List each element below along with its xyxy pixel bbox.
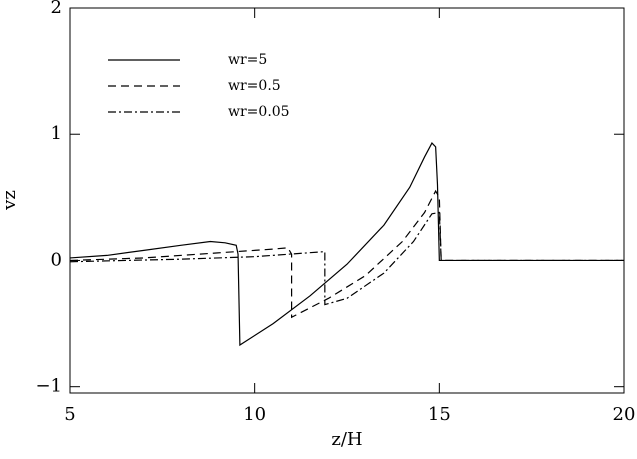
y-tick-label: 2 [51,0,62,18]
legend-label: wr=0.05 [228,104,290,120]
x-axis-label: z/H [331,429,362,450]
legend-label: wr=5 [228,52,267,68]
y-axis-label: vz [0,190,20,211]
y-tick-label: 0 [51,249,62,270]
data-line [69,211,624,306]
legend-label: wr=0.5 [228,78,281,94]
y-tick-label: 1 [51,123,62,144]
x-tick-label: 20 [613,404,636,425]
x-tick-label: 15 [428,404,451,425]
data-line [69,142,624,347]
x-tick-label: 5 [64,404,75,425]
x-tick-label: 10 [243,404,266,425]
data-line [69,189,624,319]
plot-frame [69,7,625,394]
y-tick-label: −1 [35,376,62,397]
